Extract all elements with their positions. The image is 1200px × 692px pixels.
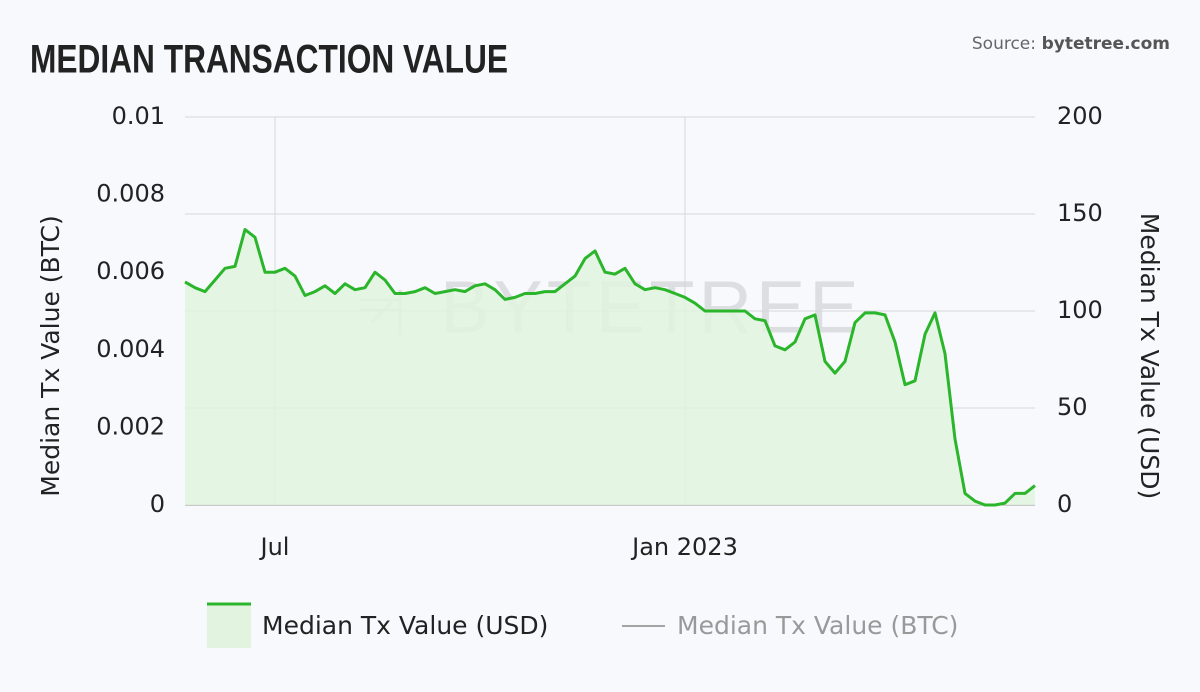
y2-tick-label: 200 [1057, 102, 1103, 130]
y-tick-label: 0.006 [96, 257, 165, 285]
x-tick-label: Jul [259, 533, 290, 561]
legend: Median Tx Value (USD) Median Tx Value (BT… [207, 602, 958, 648]
y-tick-label: 0.008 [96, 180, 165, 208]
y2-tick-label: 100 [1057, 296, 1103, 324]
area [185, 229, 1035, 505]
legend-label[interactable]: Median Tx Value (USD) [262, 611, 548, 640]
y2-axis-label: Median Tx Value (USD) [1135, 213, 1164, 499]
y-tick-label: 0.004 [96, 335, 165, 363]
y2-tick-label: 150 [1057, 199, 1103, 227]
source: bytetree.com [1042, 34, 1170, 54]
legend-swatch [207, 604, 251, 648]
x-tick-label: Jan 2023 [630, 533, 738, 561]
y2-tick-label: 0 [1057, 490, 1072, 518]
line [184, 228, 1036, 507]
plot: 0 50 100 150 200 0 0.002 0.004 0.006 0.008 0.01 Jul… [96, 102, 1103, 561]
y-tick-label: 0.002 [96, 412, 165, 440]
y-tick-label: 0 [150, 490, 165, 518]
y2-tick-label: 50 [1057, 393, 1088, 421]
y-tick-label: 0.01 [112, 102, 165, 130]
source-label: Source: [972, 34, 1036, 54]
y-axis-label: Median Tx Value (BTC) [36, 215, 65, 496]
legend-label[interactable]: Median Tx Value (BTC) [677, 611, 958, 640]
chart-title: MEDIAN TRANSACTION VALUE [30, 38, 508, 82]
